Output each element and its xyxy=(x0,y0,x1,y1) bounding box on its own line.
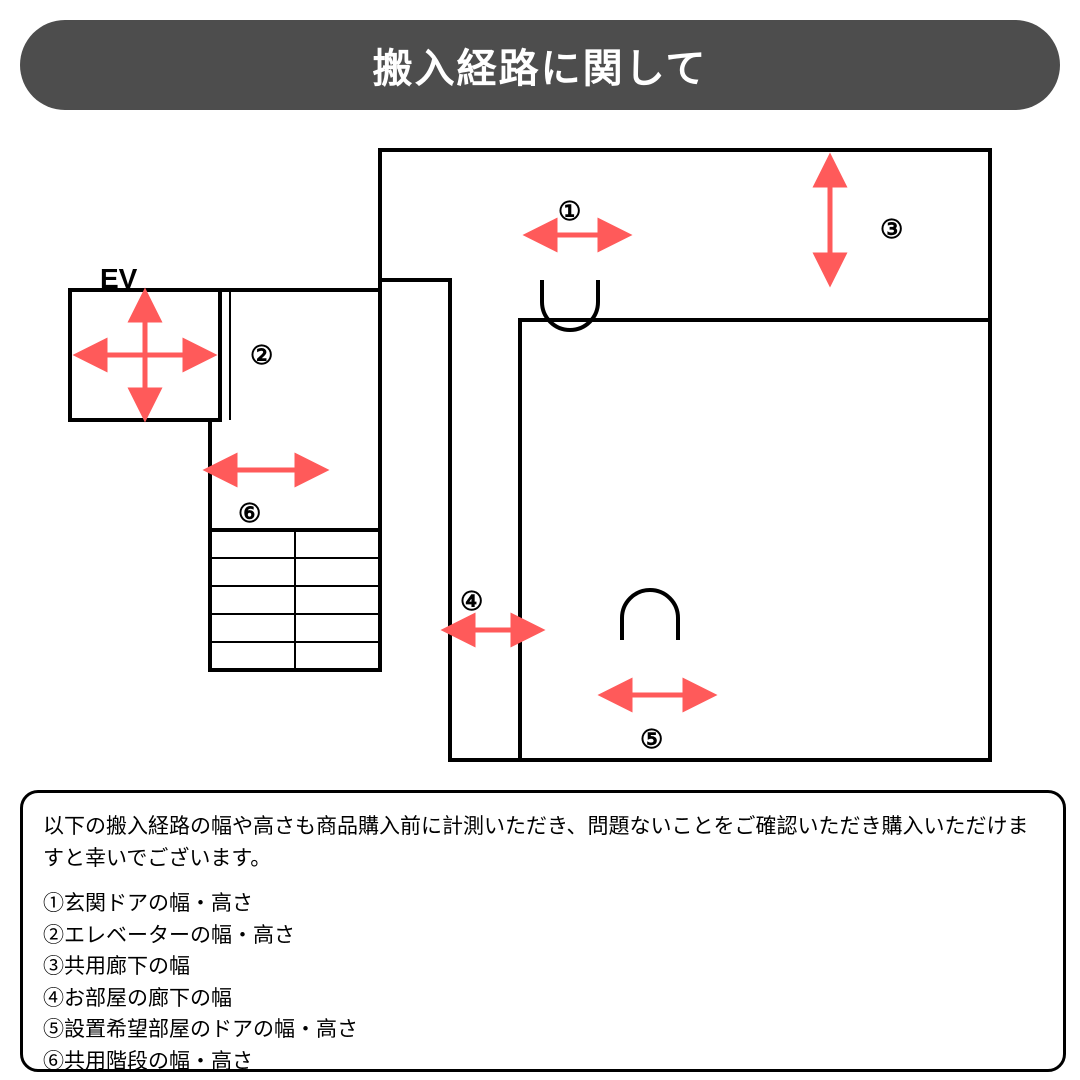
title-bar: 搬入経路に関して xyxy=(20,20,1060,110)
info-intro: 以下の搬入経路の幅や高さも商品購入前に計測いただき、問題ないことをご確認いただき… xyxy=(43,811,1043,874)
page-title: 搬入経路に関して xyxy=(373,36,708,94)
info-item: ③共用廊下の幅 xyxy=(43,951,1043,983)
floorplan-diagram xyxy=(0,120,1080,770)
page-canvas: 搬入経路に関して EV ① ③ ② ⑥ ④ ⑤ 以下の搬入経路の幅や高さも商品購… xyxy=(0,0,1080,1080)
info-item: ②エレベーターの幅・高さ xyxy=(43,920,1043,952)
marker-1: ① xyxy=(558,196,581,227)
marker-5: ⑤ xyxy=(640,724,663,755)
ev-label: EV xyxy=(100,263,137,295)
marker-2: ② xyxy=(250,340,273,371)
info-item: ⑥共用階段の幅・高さ xyxy=(43,1046,1043,1078)
info-item: ④お部屋の廊下の幅 xyxy=(43,983,1043,1015)
marker-6: ⑥ xyxy=(238,498,261,529)
marker-4: ④ xyxy=(460,586,483,617)
info-item: ⑤設置希望部屋のドアの幅・高さ xyxy=(43,1014,1043,1046)
info-panel: 以下の搬入経路の幅や高さも商品購入前に計測いただき、問題ないことをご確認いただき… xyxy=(20,790,1066,1072)
info-items: ①玄関ドアの幅・高さ ②エレベーターの幅・高さ ③共用廊下の幅 ④お部屋の廊下の… xyxy=(43,888,1043,1077)
info-item: ①玄関ドアの幅・高さ xyxy=(43,888,1043,920)
marker-3: ③ xyxy=(880,214,903,245)
